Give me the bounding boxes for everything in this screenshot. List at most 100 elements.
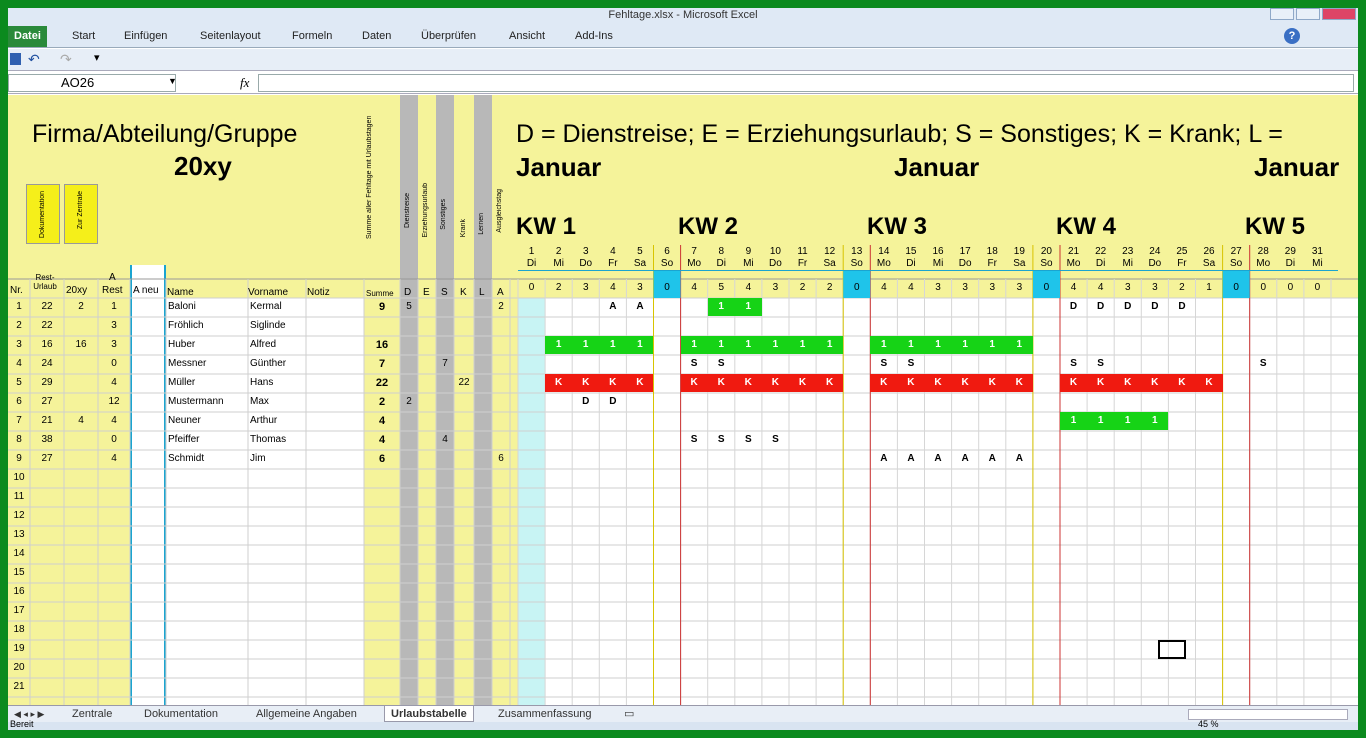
calendar-entry[interactable]: D	[609, 396, 617, 407]
tab-add-ins[interactable]: Add-Ins	[575, 30, 613, 42]
summe-cell[interactable]: 2	[378, 396, 386, 408]
a2-cell[interactable]: 2	[498, 301, 504, 312]
summe-cell[interactable]: 6	[378, 453, 386, 465]
vorname-cell[interactable]: Alfred	[250, 339, 277, 350]
tab-formeln[interactable]: Formeln	[292, 30, 333, 42]
undo-icon[interactable]: ↶	[28, 51, 40, 67]
rest-urlaub-cell[interactable]: 21	[41, 415, 53, 426]
d-cell[interactable]	[400, 450, 418, 468]
absence-bar[interactable]: 1 1 1 1	[545, 336, 654, 354]
row-number[interactable]: 7	[16, 415, 22, 426]
vorname-cell[interactable]: Günther	[250, 358, 287, 369]
a2-cell[interactable]: 6	[498, 453, 504, 464]
sheet-tab-zentrale[interactable]: Zentrale	[72, 708, 113, 720]
row-number[interactable]: 6	[16, 396, 22, 407]
name-cell[interactable]: Müller	[168, 377, 196, 388]
row-number[interactable]: 14	[13, 548, 25, 559]
d-cell[interactable]	[400, 431, 418, 449]
horizontal-scrollbar[interactable]	[1188, 709, 1348, 720]
calendar-entry[interactable]: S	[1070, 358, 1077, 369]
rest-cell[interactable]: 4	[111, 415, 117, 426]
calendar-entry[interactable]: S	[772, 434, 779, 445]
x20-cell[interactable]: 16	[75, 339, 87, 350]
insert-function-icon[interactable]: fx	[240, 75, 250, 90]
calendar-entry[interactable]: S	[1097, 358, 1104, 369]
summe-cell[interactable]: 4	[378, 415, 386, 427]
vorname-cell[interactable]: Kermal	[250, 301, 282, 312]
summe-cell[interactable]: 9	[378, 301, 386, 313]
rest-urlaub-cell[interactable]: 27	[41, 453, 53, 464]
calendar-entry[interactable]: S	[880, 358, 888, 369]
vorname-cell[interactable]: Jim	[250, 453, 266, 464]
e-cell[interactable]	[418, 355, 436, 373]
row-number[interactable]: 1	[16, 301, 22, 312]
name-cell[interactable]: Neuner	[168, 415, 201, 426]
s-cell[interactable]	[436, 393, 454, 411]
summe-cell[interactable]	[364, 317, 400, 335]
e-cell[interactable]	[418, 317, 436, 335]
s-cell[interactable]	[436, 374, 454, 392]
name-cell[interactable]: Pfeiffer	[168, 434, 200, 445]
rest-urlaub-cell[interactable]: 29	[41, 377, 53, 388]
e-cell[interactable]	[418, 336, 436, 354]
x20-cell[interactable]: 4	[78, 415, 84, 426]
name-cell[interactable]: Mustermann	[168, 396, 224, 407]
tab-ansicht[interactable]: Ansicht	[509, 30, 546, 42]
rest-urlaub-cell[interactable]: 16	[41, 339, 53, 350]
calendar-entry[interactable]: S	[690, 434, 698, 445]
row-number[interactable]: 2	[16, 320, 22, 331]
name-cell[interactable]: Huber	[168, 339, 196, 350]
s-cell[interactable]	[436, 317, 454, 335]
d-cell[interactable]	[400, 317, 418, 335]
vorname-cell[interactable]: Max	[250, 396, 269, 407]
sheet-tab-urlaubstabelle[interactable]: Urlaubstabelle	[384, 706, 474, 722]
minimize-button[interactable]	[1270, 8, 1294, 20]
x20-cell[interactable]	[64, 355, 98, 373]
save-icon[interactable]	[10, 53, 21, 65]
k-cell[interactable]	[454, 412, 474, 430]
vorname-cell[interactable]: Thomas	[250, 434, 287, 445]
e-cell[interactable]	[418, 431, 436, 449]
s-cell[interactable]: 7	[442, 358, 448, 369]
summe-cell[interactable]: 22	[375, 377, 389, 389]
a2-cell[interactable]	[492, 317, 510, 335]
name-cell[interactable]: Baloni	[168, 301, 196, 312]
calendar-entry[interactable]: A	[907, 453, 915, 464]
sheet-tab-dokumentation[interactable]: Dokumentation	[144, 708, 218, 720]
rest-cell[interactable]: 4	[111, 377, 117, 388]
row-number[interactable]: 16	[13, 586, 25, 597]
a2-cell[interactable]	[492, 431, 510, 449]
absence-bar[interactable]: 1 1 1 1	[1060, 412, 1169, 430]
s-cell[interactable]	[436, 298, 454, 316]
summe-cell[interactable]: 16	[375, 339, 389, 351]
x20-cell[interactable]: 2	[78, 301, 84, 312]
insert-sheet-icon[interactable]: ▭	[624, 708, 635, 720]
rest-cell[interactable]: 3	[111, 320, 117, 331]
rest-urlaub-cell[interactable]: 24	[41, 358, 53, 369]
calendar-entry[interactable]: S	[907, 358, 915, 369]
x20-cell[interactable]	[64, 374, 98, 392]
name-box[interactable]: AO26	[8, 74, 176, 92]
calendar-entry[interactable]: S	[1259, 358, 1267, 369]
d-cell[interactable]: 2	[406, 396, 412, 407]
name-box-dropdown-icon[interactable]: ▼	[168, 76, 177, 86]
absence-bar[interactable]: 1 1 1 1 1 1	[870, 336, 1033, 354]
e-cell[interactable]	[418, 374, 436, 392]
x20-cell[interactable]	[64, 431, 98, 449]
tab-datei[interactable]: Datei	[8, 26, 47, 47]
e-cell[interactable]	[418, 412, 436, 430]
name-cell[interactable]: Schmidt	[168, 453, 205, 464]
row-number[interactable]: 11	[13, 491, 25, 502]
calendar-entry[interactable]: S	[745, 434, 752, 445]
formula-input[interactable]	[258, 74, 1354, 92]
active-cell-cursor[interactable]	[1158, 640, 1186, 659]
absence-bar[interactable]: 1 1 1 1 1 1	[680, 336, 844, 354]
calendar-entry[interactable]: D	[1178, 301, 1186, 312]
k-cell[interactable]	[454, 431, 474, 449]
vorname-cell[interactable]: Arthur	[250, 415, 278, 426]
calendar-entry[interactable]: S	[717, 358, 725, 369]
tab-start[interactable]: Start	[72, 30, 96, 42]
calendar-entry[interactable]: S	[690, 358, 698, 369]
